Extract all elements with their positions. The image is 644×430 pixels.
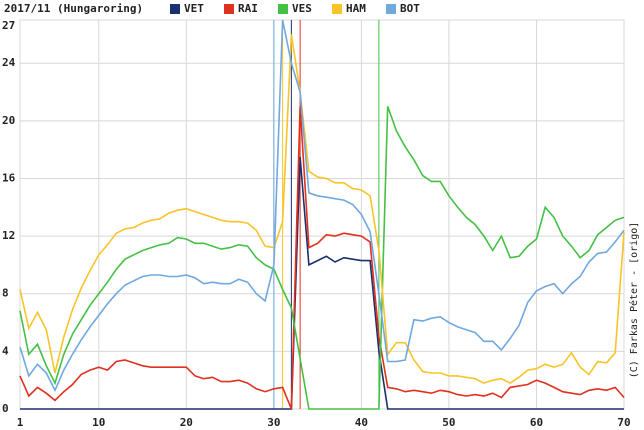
y-tick-label: 4 [2,344,9,357]
watermark: (C) Farkas Péter - [origo] [628,222,640,379]
x-tick-label: 40 [355,416,368,429]
series-line [19,106,625,410]
legend-swatch [278,4,288,14]
x-tick-label: 20 [180,416,193,429]
legend-label: RAI [238,2,258,15]
x-tick-label: 70 [617,416,630,429]
chart-title: 2017/11 (Hungaroring) [4,2,143,15]
series-line [19,34,625,385]
legend-label: HAM [346,2,366,15]
legend-swatch [332,4,342,14]
series-line [19,106,625,410]
y-tick-label: 8 [2,287,9,300]
legend-label: VET [184,2,204,15]
y-tick-label: 27 [2,19,15,32]
y-tick-label: 16 [2,171,16,184]
legend-swatch [386,4,396,14]
series-line [19,19,625,393]
legend-swatch [170,4,180,14]
y-tick-label: 0 [2,402,9,415]
y-tick-label: 24 [2,56,16,69]
x-tick-label: 10 [92,416,105,429]
series-line [20,156,624,410]
x-tick-label: 50 [442,416,455,429]
x-tick-label: 60 [530,416,543,429]
y-tick-label: 12 [2,229,15,242]
legend-label: VES [292,2,312,15]
x-tick-label: 1 [17,416,24,429]
y-tick-label: 20 [2,114,15,127]
legend-label: BOT [400,2,420,15]
legend-swatch [224,4,234,14]
x-tick-label: 30 [267,416,280,429]
